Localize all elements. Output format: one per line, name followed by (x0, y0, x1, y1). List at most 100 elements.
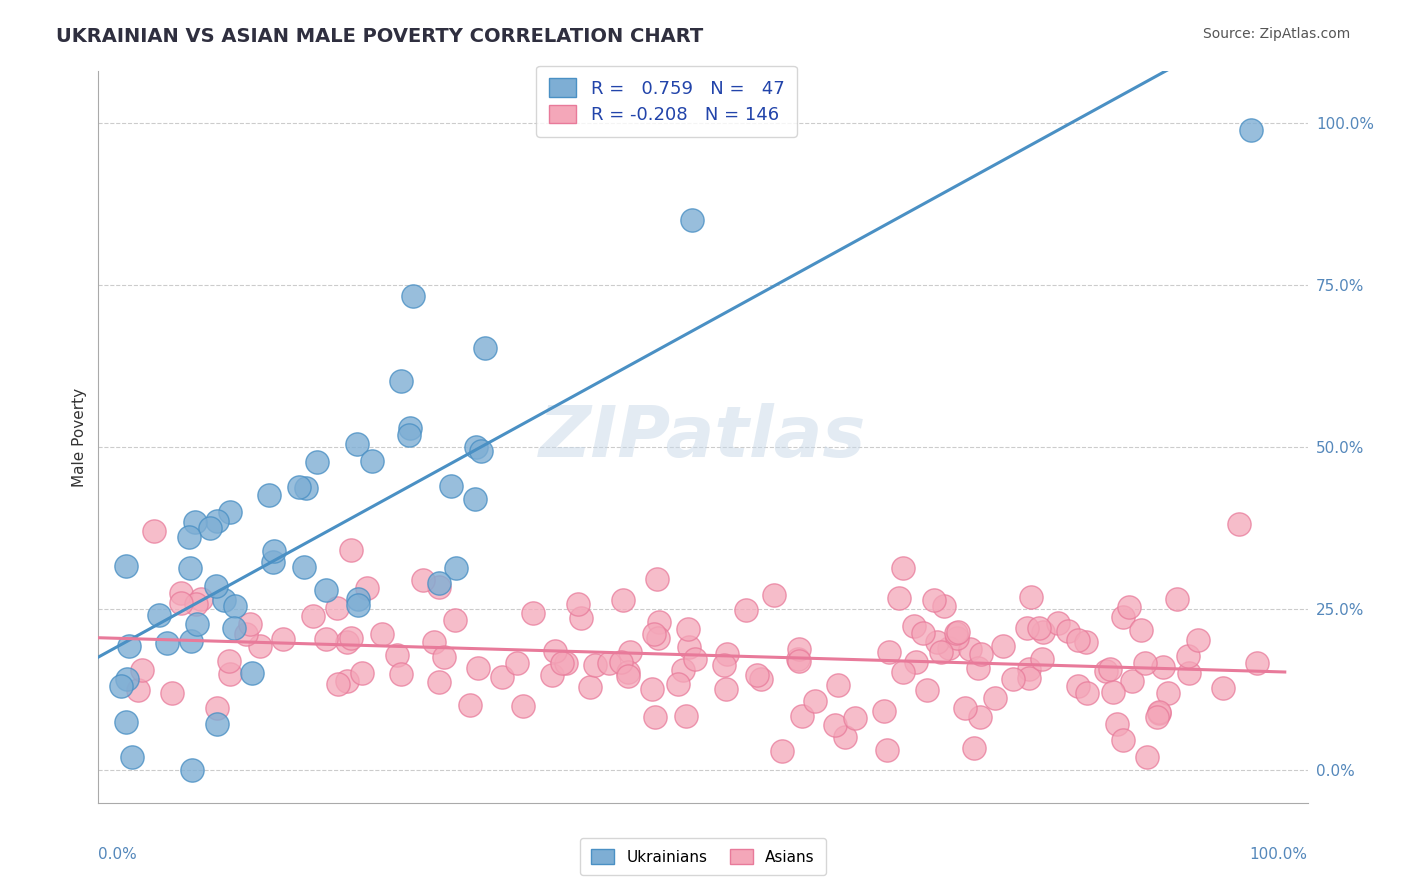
Point (433, 649, 456, 664)
Point (444, 614, 467, 628)
Point (1239, 122, 1261, 136)
Point (249, 639, 271, 653)
Point (131, 663, 153, 677)
Point (612, 592, 634, 607)
Point (579, 680, 602, 694)
Point (114, 714, 136, 729)
Point (749, 673, 772, 687)
Point (984, 690, 1007, 705)
Point (1133, 656, 1156, 670)
Point (953, 701, 976, 715)
Point (938, 641, 960, 656)
Y-axis label: Male Poverty: Male Poverty (72, 387, 87, 487)
Point (1246, 656, 1268, 670)
Point (713, 658, 735, 673)
Point (1118, 600, 1140, 615)
Point (491, 670, 513, 684)
Point (218, 654, 240, 668)
Point (876, 743, 898, 757)
Text: 100.0%: 100.0% (1250, 847, 1308, 862)
Point (714, 682, 737, 697)
Point (512, 698, 534, 713)
Point (644, 710, 666, 724)
Point (263, 544, 285, 558)
Point (787, 654, 810, 668)
Point (315, 632, 337, 647)
Point (929, 645, 952, 659)
Point (735, 603, 758, 617)
Point (945, 626, 967, 640)
Point (361, 454, 384, 468)
Point (240, 666, 263, 681)
Point (610, 656, 633, 670)
Point (389, 374, 412, 388)
Point (1101, 685, 1123, 699)
Point (786, 652, 808, 666)
Point (1018, 671, 1040, 685)
Point (555, 656, 578, 670)
Point (904, 655, 927, 669)
Point (948, 625, 970, 640)
Text: Source: ZipAtlas.com: Source: ZipAtlas.com (1202, 27, 1350, 41)
Point (959, 641, 981, 656)
Point (212, 593, 235, 607)
Point (339, 542, 361, 557)
Point (544, 644, 567, 658)
Point (678, 640, 700, 654)
Point (336, 635, 359, 649)
Point (1147, 706, 1170, 720)
Point (1032, 624, 1054, 639)
Point (288, 480, 311, 494)
Point (1067, 632, 1090, 647)
Point (915, 682, 938, 697)
Point (181, 764, 204, 778)
Point (219, 505, 242, 519)
Point (1146, 710, 1168, 724)
Point (1152, 660, 1174, 674)
Point (224, 599, 246, 614)
Point (1067, 679, 1090, 693)
Point (115, 672, 138, 686)
Point (716, 647, 738, 661)
Point (271, 632, 294, 646)
Text: 0.0%: 0.0% (98, 847, 138, 862)
Point (110, 679, 132, 693)
Point (370, 627, 392, 641)
Point (444, 560, 467, 574)
Point (1095, 664, 1118, 678)
Point (963, 740, 986, 755)
Point (198, 520, 221, 534)
Point (142, 524, 165, 538)
Text: ZIPatlas: ZIPatlas (540, 402, 866, 472)
Point (804, 694, 827, 708)
Point (645, 573, 668, 587)
Point (903, 619, 925, 633)
Point (1105, 717, 1128, 731)
Point (641, 682, 664, 697)
Point (239, 617, 262, 632)
Point (423, 635, 446, 649)
Point (402, 289, 425, 303)
Point (412, 573, 434, 587)
Point (1157, 686, 1180, 700)
Point (184, 516, 207, 530)
Point (1018, 662, 1040, 676)
Point (179, 561, 201, 575)
Point (186, 617, 208, 632)
Point (1187, 633, 1209, 648)
Point (1031, 652, 1053, 666)
Point (301, 609, 323, 624)
Point (970, 647, 993, 661)
Point (1076, 686, 1098, 700)
Point (257, 488, 280, 502)
Point (429, 576, 451, 591)
Point (1212, 681, 1234, 696)
Point (967, 661, 990, 675)
Point (326, 677, 349, 691)
Point (643, 627, 665, 641)
Point (790, 708, 813, 723)
Point (616, 665, 638, 679)
Point (339, 631, 361, 645)
Point (465, 440, 488, 454)
Point (666, 677, 689, 691)
